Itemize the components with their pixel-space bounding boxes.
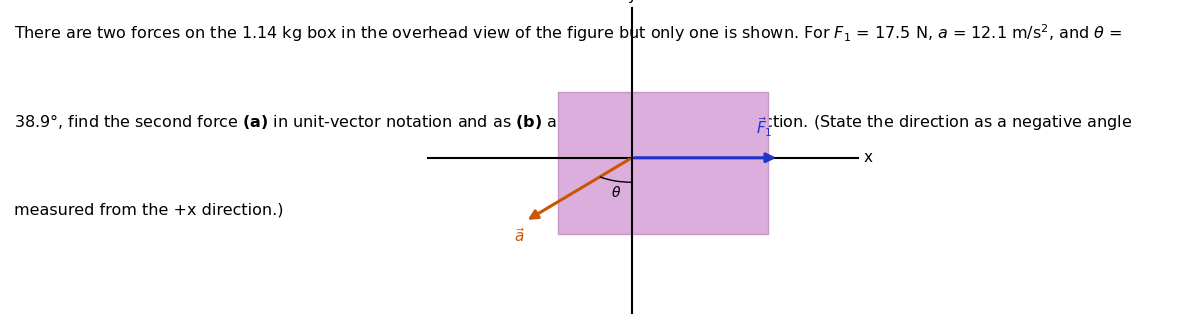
Text: x: x — [863, 150, 873, 165]
Text: measured from the +x direction.): measured from the +x direction.) — [14, 202, 283, 217]
Text: y: y — [628, 0, 636, 3]
Text: $\vec{F}_1$: $\vec{F}_1$ — [756, 115, 773, 139]
Bar — [559, 92, 767, 234]
Text: There are two forces on the 1.14 kg box in the overhead view of the figure but o: There are two forces on the 1.14 kg box … — [14, 22, 1123, 44]
Text: $\theta$: $\theta$ — [611, 185, 622, 200]
Text: 38.9°, find the second force $\mathbf{(a)}$ in unit-vector notation and as $\mat: 38.9°, find the second force $\mathbf{(a… — [14, 112, 1133, 132]
Text: $\vec{a}$: $\vec{a}$ — [515, 227, 525, 245]
